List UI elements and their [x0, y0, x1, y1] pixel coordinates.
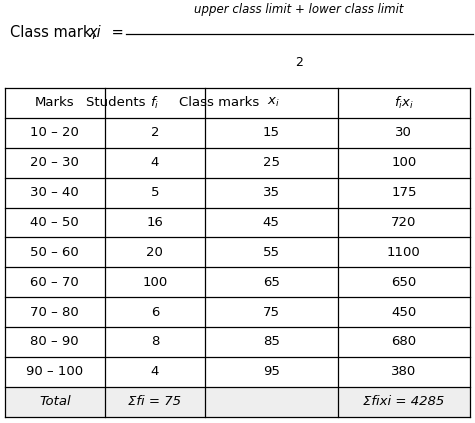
Text: 60 – 70: 60 – 70 [30, 276, 79, 289]
Text: 35: 35 [263, 186, 280, 199]
Text: upper class limit + lower class limit: upper class limit + lower class limit [194, 3, 404, 16]
Text: 2: 2 [151, 126, 159, 139]
Text: 20 – 30: 20 – 30 [30, 156, 79, 169]
Text: 5: 5 [151, 186, 159, 199]
Text: 95: 95 [263, 365, 280, 378]
Text: 650: 650 [391, 276, 417, 289]
Text: Σfi = 75: Σfi = 75 [128, 395, 181, 408]
Text: 90 – 100: 90 – 100 [26, 365, 83, 378]
Text: 30: 30 [396, 126, 412, 139]
Text: 16: 16 [146, 216, 163, 229]
Text: 45: 45 [263, 216, 280, 229]
Text: 100: 100 [391, 156, 417, 169]
Text: 10 – 20: 10 – 20 [30, 126, 79, 139]
Text: 450: 450 [391, 305, 417, 319]
Text: $f_i$: $f_i$ [150, 95, 159, 111]
Text: 4: 4 [151, 365, 159, 378]
Text: xi: xi [88, 25, 101, 39]
Text: 680: 680 [391, 335, 417, 349]
Text: 40 – 50: 40 – 50 [30, 216, 79, 229]
Text: Students: Students [86, 96, 150, 110]
Text: Class mark,: Class mark, [10, 25, 100, 39]
Text: 70 – 80: 70 – 80 [30, 305, 79, 319]
Text: 50 – 60: 50 – 60 [30, 246, 79, 259]
Text: 80 – 90: 80 – 90 [30, 335, 79, 349]
Text: 20: 20 [146, 246, 163, 259]
Text: 6: 6 [151, 305, 159, 319]
Text: 720: 720 [391, 216, 417, 229]
Text: 8: 8 [151, 335, 159, 349]
Text: 85: 85 [263, 335, 280, 349]
Bar [5, 387, 470, 417]
Text: 1100: 1100 [387, 246, 421, 259]
Text: 380: 380 [391, 365, 417, 378]
Text: 175: 175 [391, 186, 417, 199]
Text: Total: Total [39, 395, 71, 408]
Text: $x_i$: $x_i$ [259, 96, 280, 110]
Text: 2: 2 [295, 56, 303, 69]
Text: 25: 25 [263, 156, 280, 169]
Text: 15: 15 [263, 126, 280, 139]
Text: 75: 75 [263, 305, 280, 319]
Text: 30 – 40: 30 – 40 [30, 186, 79, 199]
Text: $f_i x_i$: $f_i x_i$ [394, 95, 414, 111]
Text: Marks: Marks [35, 96, 75, 110]
Text: =: = [107, 25, 124, 39]
Text: Class marks: Class marks [179, 96, 259, 110]
Text: Σfixi = 4285: Σfixi = 4285 [363, 395, 445, 408]
Text: 55: 55 [263, 246, 280, 259]
Text: 65: 65 [263, 276, 280, 289]
Text: 100: 100 [142, 276, 168, 289]
Text: 4: 4 [151, 156, 159, 169]
